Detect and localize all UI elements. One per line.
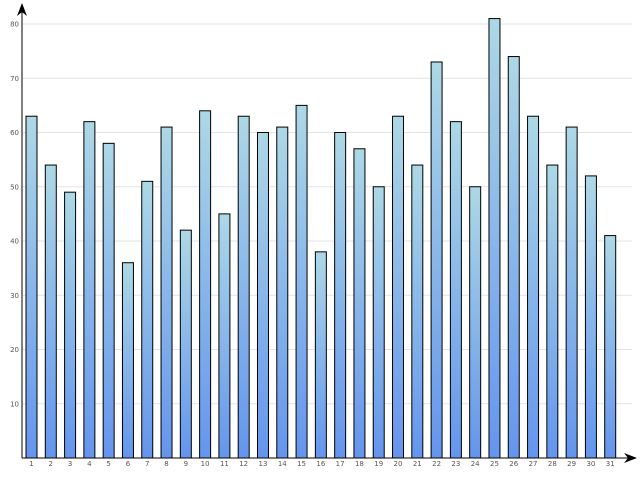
bar-15 <box>295 104 308 459</box>
bar-24 <box>469 186 482 459</box>
y-axis-arrow-icon <box>17 3 27 16</box>
x-tick-label: 17 <box>336 460 345 468</box>
bar-20 <box>392 115 405 459</box>
bar-25 <box>488 18 501 459</box>
x-tick-label: 20 <box>394 460 403 468</box>
bar-6 <box>121 262 134 459</box>
x-tick-label: 7 <box>145 460 149 468</box>
y-tick-label: 70 <box>10 75 19 83</box>
y-tick-labels: 10 20 30 40 50 60 70 80 <box>10 21 19 409</box>
y-tick-label: 50 <box>10 183 19 191</box>
y-tick-label: 40 <box>10 238 19 246</box>
bar-8 <box>160 126 173 459</box>
bar-2 <box>44 164 57 459</box>
bar-4 <box>83 121 96 459</box>
x-tick-label: 10 <box>201 460 210 468</box>
bar-10 <box>199 110 212 459</box>
bar-9 <box>179 229 192 459</box>
x-tick-label: 19 <box>374 460 383 468</box>
bar-19 <box>372 186 385 459</box>
x-tick-label: 28 <box>548 460 557 468</box>
bars <box>25 18 617 459</box>
bar-5 <box>102 142 115 459</box>
x-tick-label: 5 <box>106 460 110 468</box>
bar-1 <box>25 115 38 459</box>
x-tick-label: 8 <box>164 460 168 468</box>
x-axis-arrow-icon <box>624 453 637 463</box>
x-tick-label: 16 <box>316 460 325 468</box>
x-tick-label: 1 <box>29 460 33 468</box>
x-tick-label: 22 <box>432 460 441 468</box>
x-tick-label: 14 <box>278 460 287 468</box>
x-tick-label: 27 <box>529 460 538 468</box>
bar-29 <box>565 126 578 459</box>
bar-22 <box>430 61 443 459</box>
x-tick-label: 23 <box>451 460 460 468</box>
x-tick-label: 18 <box>355 460 364 468</box>
axes <box>17 3 637 463</box>
bar-21 <box>411 164 424 459</box>
bar-3 <box>64 191 77 459</box>
x-tick-label: 29 <box>567 460 576 468</box>
bar-23 <box>449 121 462 459</box>
x-tick-label: 12 <box>239 460 248 468</box>
bar-7 <box>141 180 154 459</box>
bar-14 <box>276 126 289 459</box>
bar-13 <box>256 132 269 459</box>
x-tick-label: 6 <box>126 460 131 468</box>
bar-12 <box>237 115 250 459</box>
bar-11 <box>218 213 231 459</box>
bar-30 <box>584 175 597 459</box>
bar-27 <box>527 115 540 459</box>
x-tick-label: 9 <box>184 460 188 468</box>
y-tick-label: 30 <box>10 292 19 300</box>
x-tick-label: 21 <box>413 460 422 468</box>
x-tick-label: 26 <box>509 460 518 468</box>
y-tick-label: 20 <box>10 346 19 354</box>
y-tick-label: 10 <box>10 400 19 408</box>
x-tick-label: 24 <box>471 460 480 468</box>
x-tick-label: 13 <box>259 460 268 468</box>
x-tick-label: 15 <box>297 460 306 468</box>
x-tick-label: 25 <box>490 460 499 468</box>
bar-16 <box>314 251 327 459</box>
bar-18 <box>353 148 366 459</box>
x-tick-label: 31 <box>606 460 615 468</box>
x-tick-label: 11 <box>220 460 229 468</box>
y-tick-label: 60 <box>10 129 19 137</box>
bar-17 <box>334 132 347 459</box>
x-tick-labels: 1 2 3 4 5 6 7 8 9 10 11 12 13 14 15 16 17 18 19 20 21 22 23 24 2… <box>29 460 614 468</box>
x-tick-label: 30 <box>586 460 595 468</box>
bar-26 <box>507 56 520 459</box>
x-tick-label: 3 <box>68 460 72 468</box>
bar-28 <box>546 164 559 459</box>
x-tick-label: 2 <box>49 460 53 468</box>
bar-31 <box>604 235 617 459</box>
x-tick-label: 4 <box>87 460 92 468</box>
y-tick-label: 80 <box>10 21 19 29</box>
